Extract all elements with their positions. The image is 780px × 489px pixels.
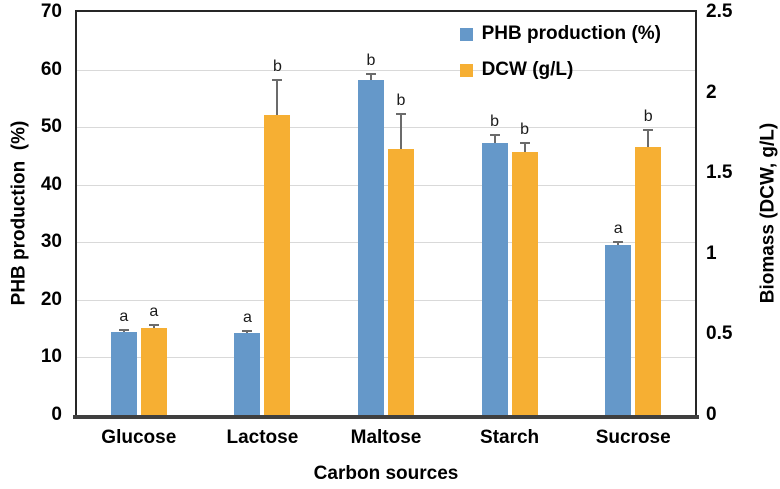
error-bar-cap-phb-starch: [489, 133, 500, 136]
x-axis-title: Carbon sources: [313, 463, 459, 484]
sig-letter-dcw-sucrose: b: [643, 107, 653, 125]
legend-swatch-dcw: [459, 63, 473, 77]
error-bar-cap-dcw-sucrose: [643, 128, 654, 131]
error-bar-cap-dcw-maltose: [396, 112, 406, 115]
error-bar-dcw-sucrose: [647, 129, 650, 148]
category-label-starch: Starch: [480, 427, 540, 448]
left-tick-label-10: 10: [40, 346, 62, 368]
error-bar-cap-phb-lactose: [242, 329, 253, 332]
right-tick-label-1: 1: [706, 242, 717, 264]
sig-letter-phb-maltose: b: [366, 52, 376, 70]
category-label-maltose: Maltose: [350, 427, 422, 448]
left-tick-label-0: 0: [51, 404, 62, 425]
category-label-sucrose: Sucrose: [595, 427, 671, 448]
left-tick-label-50: 50: [40, 116, 62, 138]
right-tick-label-2: 2: [706, 81, 717, 103]
error-bar-cap-phb-glucose: [118, 328, 129, 331]
bar-dcw-maltose: [388, 149, 414, 415]
error-bar-dcw-starch: [523, 142, 526, 153]
right-tick-label-2-5: 2.5: [706, 1, 733, 22]
gridline-30: [77, 242, 695, 244]
error-bar-cap-dcw-starch: [519, 141, 530, 144]
error-bar-dcw-maltose: [400, 113, 402, 150]
legend-label-phb: PHB production (%): [481, 23, 661, 44]
sig-letter-phb-starch: b: [490, 112, 500, 130]
gridline-40: [77, 184, 695, 186]
gridline-60: [77, 69, 695, 71]
plot-area: a a a b b b b b a b PHB production (%) DCW (g/L): [75, 10, 697, 417]
error-bar-phb-starch: [493, 134, 496, 143]
category-label-lactose: Lactose: [226, 427, 299, 448]
bar-phb-glucose: [110, 331, 137, 415]
left-tick-label-30: 30: [40, 231, 62, 253]
gridline-50: [77, 127, 695, 129]
error-bar-cap-dcw-lactose: [272, 78, 283, 81]
sig-letter-phb-lactose: a: [242, 308, 252, 326]
legend-label-dcw: DCW (g/L): [481, 59, 574, 80]
left-tick-label-70: 70: [40, 1, 62, 22]
sig-letter-phb-sucrose: a: [613, 220, 623, 238]
error-bar-dcw-lactose: [276, 79, 279, 116]
sig-letter-dcw-glucose: a: [149, 302, 159, 320]
legend-swatch-phb: [459, 27, 473, 41]
left-tick-label-20: 20: [40, 288, 62, 310]
error-bar-cap-phb-sucrose: [613, 241, 624, 244]
bar-dcw-lactose: [264, 115, 291, 415]
sig-letter-dcw-maltose: b: [396, 91, 406, 109]
legend-item-phb: PHB production (%): [459, 23, 661, 45]
bar-dcw-glucose: [140, 327, 167, 415]
right-tick-label-1-5: 1.5: [706, 162, 733, 184]
error-bar-dcw-glucose: [152, 324, 155, 328]
bar-dcw-starch: [511, 152, 538, 415]
right-tick-label-0: 0: [706, 404, 717, 425]
sig-letter-phb-glucose: a: [119, 307, 129, 325]
right-tick-label-0-5: 0.5: [706, 323, 733, 345]
legend: PHB production (%) DCW (g/L): [459, 23, 661, 81]
right-axis-title: Biomass (DCW, g/L): [757, 122, 779, 304]
gridline-10: [77, 357, 695, 359]
bar-phb-maltose: [358, 79, 384, 415]
bar-dcw-sucrose: [635, 147, 662, 415]
x-axis-line: [73, 415, 699, 419]
error-bar-phb-sucrose: [617, 242, 620, 246]
error-bar-cap-dcw-glucose: [148, 323, 159, 326]
sig-letter-dcw-lactose: b: [272, 57, 282, 75]
bar-phb-sucrose: [605, 245, 632, 415]
error-bar-phb-maltose: [370, 74, 372, 80]
sig-letter-dcw-starch: b: [520, 120, 530, 138]
error-bar-cap-phb-maltose: [366, 73, 376, 76]
left-tick-label-60: 60: [40, 58, 62, 80]
left-tick-label-40: 40: [40, 173, 62, 195]
gridline-20: [77, 299, 695, 301]
bar-phb-lactose: [234, 332, 261, 415]
legend-item-dcw: DCW (g/L): [459, 59, 574, 81]
category-label-glucose: Glucose: [101, 427, 177, 448]
bar-phb-starch: [481, 142, 508, 415]
